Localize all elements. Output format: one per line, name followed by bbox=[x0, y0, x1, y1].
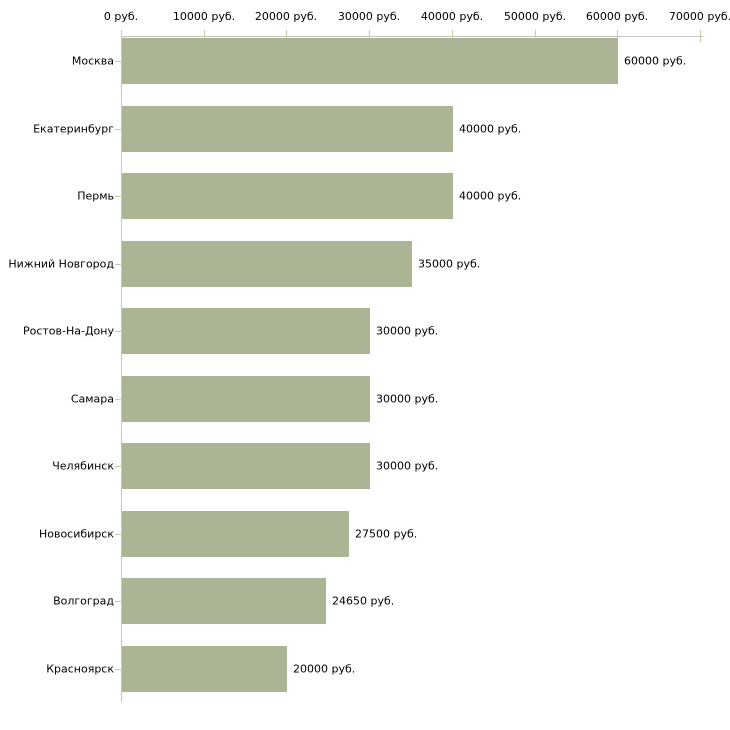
bar bbox=[122, 578, 326, 624]
value-label: 24650 руб. bbox=[332, 594, 395, 608]
bar bbox=[122, 105, 453, 152]
x-axis-tick-label: 30000 руб. bbox=[337, 10, 401, 23]
x-axis-tick-label: 10000 руб. bbox=[172, 10, 236, 23]
category-label: Волгоград bbox=[53, 594, 114, 608]
x-axis-line bbox=[121, 36, 703, 37]
x-axis-tick-label: 20000 руб. bbox=[254, 10, 318, 23]
bar bbox=[122, 38, 618, 84]
value-label: 30000 руб. bbox=[376, 392, 439, 405]
category-label: Самара bbox=[70, 392, 114, 405]
value-label: 30000 руб. bbox=[376, 459, 439, 473]
category-label: Москва bbox=[71, 54, 114, 68]
category-tick bbox=[115, 264, 122, 265]
x-axis-tick bbox=[204, 30, 205, 42]
x-axis-tick bbox=[452, 30, 453, 42]
category-tick bbox=[115, 601, 122, 602]
value-label: 40000 руб. bbox=[459, 122, 522, 135]
category-tick bbox=[115, 331, 122, 332]
category-tick bbox=[115, 534, 122, 535]
category-tick bbox=[115, 129, 122, 130]
bar bbox=[122, 173, 453, 219]
bar bbox=[122, 645, 287, 692]
x-axis-tick-label: 70000 руб. bbox=[668, 10, 730, 23]
bar bbox=[122, 240, 412, 287]
x-axis-tick bbox=[617, 30, 618, 42]
x-axis-tick bbox=[535, 30, 536, 42]
bar bbox=[122, 443, 370, 489]
x-axis-tick-label: 50000 руб. bbox=[503, 10, 567, 23]
value-label: 30000 руб. bbox=[376, 324, 439, 338]
x-axis-tick-label: 60000 руб. bbox=[585, 10, 649, 23]
value-label: 20000 руб. bbox=[293, 662, 356, 675]
category-tick bbox=[115, 669, 122, 670]
category-label: Красноярск bbox=[46, 662, 114, 675]
bar bbox=[122, 308, 370, 354]
x-axis-tick-label: 40000 руб. bbox=[420, 10, 484, 23]
category-tick bbox=[115, 196, 122, 197]
x-axis-tick bbox=[700, 30, 701, 42]
category-label: Екатеринбург bbox=[33, 122, 114, 135]
category-label: Нижний Новгород bbox=[8, 257, 114, 270]
category-label: Новосибирск bbox=[38, 527, 114, 540]
x-axis-tick bbox=[286, 30, 287, 42]
category-label: Пермь bbox=[77, 189, 114, 203]
category-tick bbox=[115, 399, 122, 400]
x-axis-tick bbox=[369, 30, 370, 42]
value-label: 27500 руб. bbox=[355, 527, 418, 540]
y-axis-line bbox=[121, 36, 122, 702]
value-label: 60000 руб. bbox=[624, 54, 687, 68]
x-axis-tick bbox=[121, 30, 122, 42]
value-label: 35000 руб. bbox=[418, 257, 481, 270]
bar bbox=[122, 375, 370, 422]
category-tick bbox=[115, 61, 122, 62]
category-label: Ростов-На-Дону bbox=[22, 324, 114, 338]
category-label: Челябинск bbox=[52, 459, 114, 473]
category-tick bbox=[115, 466, 122, 467]
bar bbox=[122, 510, 349, 557]
value-label: 40000 руб. bbox=[459, 189, 522, 203]
x-axis-tick-label: 0 руб. bbox=[103, 10, 139, 23]
